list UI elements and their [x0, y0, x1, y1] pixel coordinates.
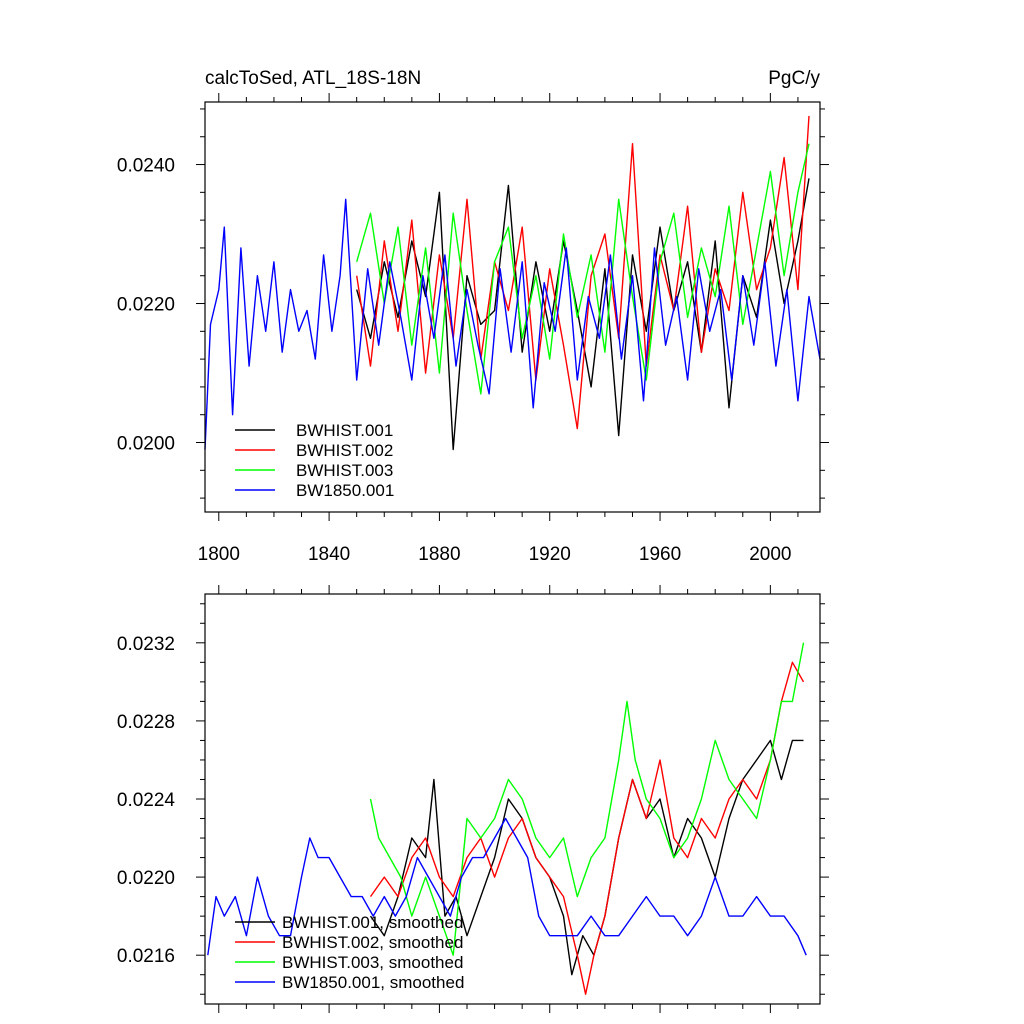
legend-label: BW1850.001: [296, 481, 394, 500]
series-line-bwhist-001-smoothed: [369, 739, 804, 976]
series-line-bw1850-001: [204, 198, 821, 450]
legend-label: BWHIST.002: [296, 441, 393, 460]
y-tick-label: 0.0220: [117, 868, 175, 889]
x-tick-label: 2000: [749, 544, 791, 565]
series-line-bwhist-003: [356, 143, 810, 395]
series-line-bwhist-002: [356, 115, 810, 430]
y-tick-label: 0.0220: [117, 295, 175, 316]
series-line-bwhist-003-smoothed: [369, 642, 805, 956]
bottom-panel: 0.0216 0.0220 0.0224 0.0228 0.0232 BWHIST.00…: [117, 585, 829, 1013]
x-tick-label: 1880: [418, 544, 460, 565]
y-tick-label: 0.0200: [117, 434, 175, 455]
legend-label: BW1850.001, smoothed: [282, 973, 464, 992]
legend-label: BWHIST.001: [296, 421, 393, 440]
top-panel-axes: 1800 1840 1880 1920 1960 2000 0.0200 0.0220 0.02…: [117, 93, 829, 565]
bottom-panel-frame: [204, 593, 821, 1005]
bottom-panel-series: [207, 642, 807, 995]
y-tick-label: 0.0232: [117, 634, 175, 655]
top-panel-frame: [204, 101, 821, 513]
top-panel-series: [204, 115, 821, 451]
top-panel: calcToSed, ATL_18S-18N PgC/y 1800 1840 188…: [117, 68, 829, 565]
y-tick-label: 0.0216: [117, 946, 175, 967]
legend-label: BWHIST.003: [296, 461, 393, 480]
y-tick-label: 0.0228: [117, 712, 175, 733]
series-line-bw1850-001-smoothed: [207, 817, 807, 956]
y-tick-label: 0.0224: [117, 790, 176, 811]
top-panel-title: calcToSed, ATL_18S-18N: [205, 68, 421, 89]
x-tick-label: 1800: [198, 544, 240, 565]
x-tick-label: 1960: [639, 544, 681, 565]
y-tick-label: 0.0240: [117, 156, 175, 177]
top-panel-units: PgC/y: [768, 68, 820, 89]
legend-label: BWHIST.003, smoothed: [282, 953, 463, 972]
legend-label: BWHIST.001, smoothed: [282, 913, 463, 932]
bottom-panel-axes: 0.0216 0.0220 0.0224 0.0228 0.0232: [117, 585, 829, 1013]
x-tick-label: 1840: [308, 544, 350, 565]
x-tick-label: 1920: [529, 544, 571, 565]
legend-label: BWHIST.002, smoothed: [282, 933, 463, 952]
